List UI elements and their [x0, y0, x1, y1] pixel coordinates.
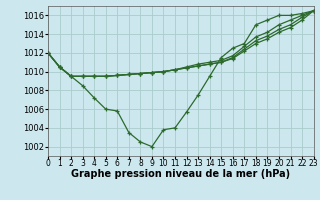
- X-axis label: Graphe pression niveau de la mer (hPa): Graphe pression niveau de la mer (hPa): [71, 169, 290, 179]
